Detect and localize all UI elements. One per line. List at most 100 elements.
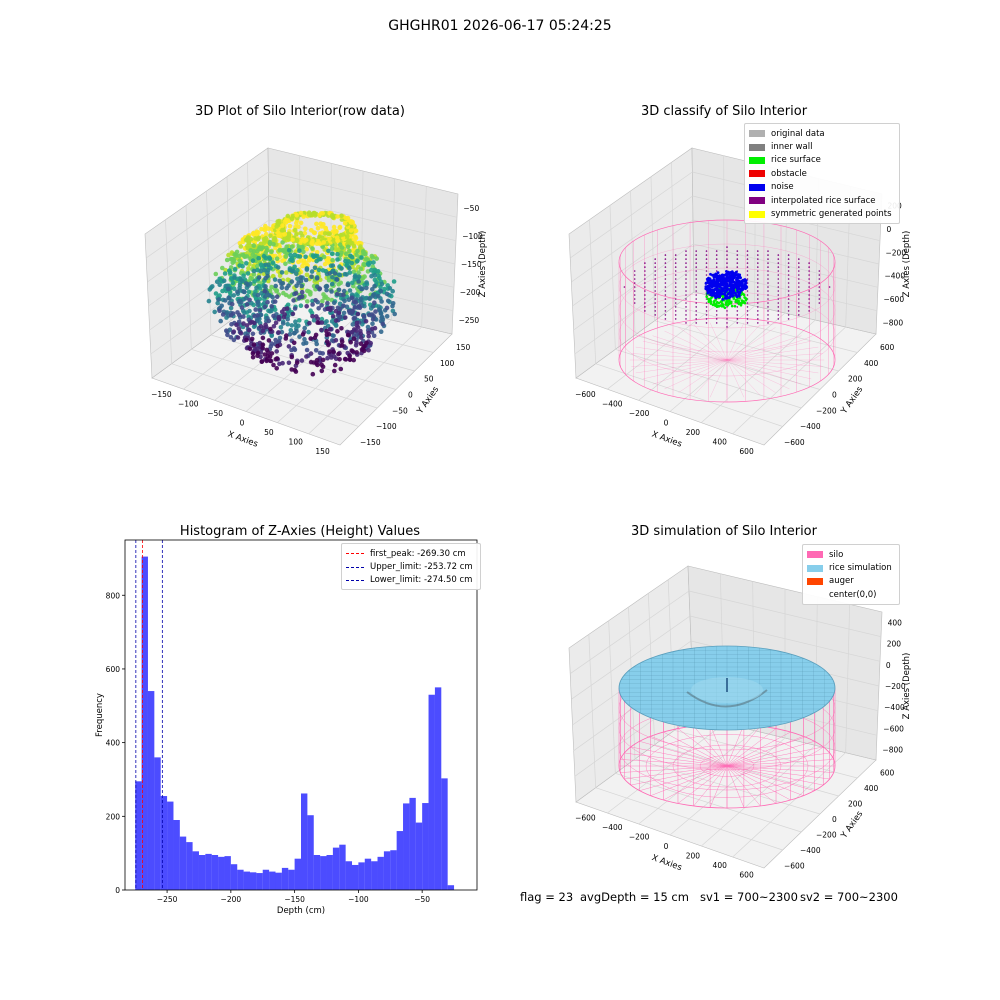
raw-scatter-point: [305, 299, 310, 304]
raw-scatter-point: [251, 272, 257, 277]
raw-scatter-point: [232, 266, 238, 272]
raw-scatter-point: [370, 321, 375, 327]
raw-scatter-point: [267, 239, 273, 245]
sim-legend-swatch: [807, 577, 823, 585]
raw-scatter-point: [379, 281, 385, 287]
raw-scatter-point: [316, 306, 322, 311]
raw-scatter-point: [294, 232, 299, 237]
raw-scatter-point: [278, 325, 284, 330]
raw-x-tick-label: 50: [264, 428, 274, 437]
footer-flag: flag = 23: [520, 890, 574, 904]
raw-scatter-point: [359, 255, 364, 260]
sim-auger-marker: [726, 678, 728, 692]
raw-scatter-point: [384, 305, 390, 311]
raw-scatter-point: [312, 265, 318, 271]
raw-z-axis-label: Z Axies (Depth): [478, 231, 488, 298]
raw-scatter-point: [289, 279, 295, 284]
raw-scatter-point: [303, 254, 308, 260]
raw-scatter-point: [218, 318, 223, 324]
raw-scatter-point: [385, 298, 391, 304]
raw-scatter-point: [319, 224, 325, 229]
sim-x-tick-label: −600: [575, 814, 596, 823]
raw-scatter-point: [314, 276, 320, 281]
simulation-legend: silo rice simulation auger center(0,0): [802, 544, 900, 605]
raw-scatter-point: [304, 267, 310, 272]
raw-scatter-point: [266, 262, 271, 268]
raw-scatter-point: [288, 257, 293, 263]
raw-x-tick-label: −100: [178, 399, 199, 408]
raw-scatter-point: [246, 240, 251, 246]
sim-x-tick-label: −400: [602, 823, 623, 832]
raw-scatter-point: [256, 275, 262, 280]
raw-scatter-point: [237, 285, 242, 291]
sim-y-tick-label: −600: [784, 861, 805, 870]
raw-scatter-point: [331, 333, 336, 339]
raw-scatter-point: [225, 286, 231, 292]
raw-scatter-point: [283, 292, 289, 298]
raw-plot-title: 3D Plot of Silo Interior(row data): [195, 104, 405, 119]
raw-scatter-point: [316, 257, 322, 262]
raw-scatter-point: [217, 308, 222, 314]
sim-x-tick-label: 200: [686, 851, 701, 860]
raw-scatter-point: [347, 288, 353, 293]
sim-y-axis-label: Y Axies: [839, 809, 866, 841]
raw-scatter-point: [319, 303, 324, 308]
sim-z-tick-label: −600: [883, 724, 904, 733]
raw-scatter-point: [320, 298, 325, 304]
raw-scatter-point: [382, 286, 387, 292]
raw-scatter-point: [273, 283, 279, 289]
raw-scatter-point: [210, 284, 215, 289]
raw-scatter-point: [304, 272, 310, 278]
raw-scatter-point: [253, 307, 258, 312]
raw-scatter-point: [370, 294, 376, 299]
raw-scatter-point: [347, 265, 352, 271]
raw-scatter-point: [280, 258, 285, 264]
raw-scatter-point: [335, 251, 340, 257]
raw-scatter-point: [284, 285, 290, 291]
raw-scatter-point: [269, 249, 274, 255]
raw-scatter-point: [308, 308, 313, 314]
sim-x-tick-label: 600: [739, 870, 754, 879]
raw-scatter-point: [304, 246, 310, 252]
raw-scatter-point: [298, 275, 304, 280]
sim-z-tick-label: 200: [887, 640, 902, 649]
raw-scatter-point: [217, 282, 222, 288]
raw-scatter-point: [228, 256, 234, 262]
raw-scatter-point: [242, 310, 247, 316]
raw-scatter-point: [283, 254, 289, 259]
sim-y-tick-label: 0: [832, 815, 837, 824]
raw-scatter-point: [234, 249, 240, 255]
raw-scatter-point: [287, 267, 293, 273]
raw-scatter-point: [374, 256, 380, 261]
sim-y-tick-label: −400: [800, 846, 821, 855]
raw-scatter-point: [331, 224, 337, 230]
raw-scatter-point: [227, 290, 233, 295]
raw-scatter-point: [338, 280, 344, 286]
raw-scatter-point: [329, 319, 335, 324]
raw-x-tick-label: −150: [151, 390, 172, 399]
raw-scatter-point: [345, 244, 351, 250]
raw-x-tick-label: 100: [289, 438, 304, 447]
raw-scatter-point: [268, 233, 273, 239]
raw-scatter-point: [327, 271, 333, 276]
raw-scatter-point: [337, 225, 343, 230]
raw-scatter-point: [324, 283, 330, 289]
raw-y-tick-label: −100: [376, 422, 397, 431]
raw-z-tick-label: −100: [462, 232, 483, 241]
raw-scatter-point: [344, 272, 349, 277]
raw-scatter-point: [370, 287, 375, 292]
raw-scatter-point: [213, 271, 219, 277]
raw-scatter-point: [255, 299, 261, 305]
raw-scatter-point: [284, 270, 289, 275]
raw-y-tick-label: −150: [360, 438, 381, 447]
raw-scatter-point: [292, 227, 298, 233]
raw-scatter-point: [266, 293, 272, 298]
raw-scatter-point: [366, 262, 371, 268]
raw-scatter-point: [251, 263, 256, 269]
raw-scatter-point: [213, 291, 219, 296]
raw-scatter-point: [261, 240, 267, 246]
raw-scatter-point: [324, 287, 329, 293]
raw-scatter-point: [339, 266, 344, 271]
raw-scatter-point: [243, 295, 249, 301]
